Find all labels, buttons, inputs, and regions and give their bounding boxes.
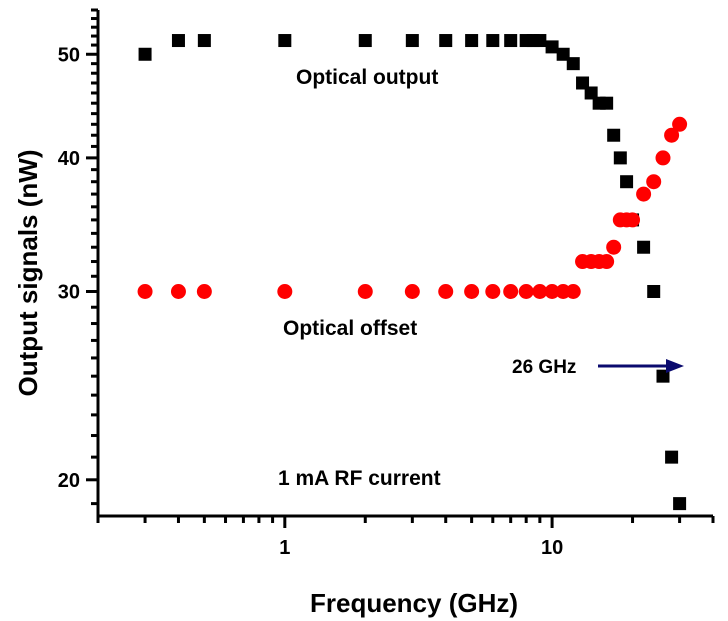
y-tick-label: 40 — [58, 148, 80, 170]
y-axis-label: Output signals (nW) — [13, 150, 43, 397]
data-point-circle — [357, 283, 373, 299]
data-point-square — [556, 47, 570, 61]
data-point-circle — [137, 283, 153, 299]
annotation-rf-current: 1 mA RF current — [278, 467, 441, 490]
data-point-square — [533, 34, 547, 48]
data-point-square — [656, 369, 670, 383]
data-point-circle — [277, 283, 293, 299]
data-point-square — [566, 57, 580, 71]
x-tick-label: 1 — [279, 537, 290, 559]
data-point-circle — [599, 254, 615, 270]
data-point-square — [405, 34, 419, 48]
data-point-square — [197, 34, 211, 48]
data-point-circle — [518, 283, 534, 299]
data-point-circle — [625, 212, 641, 228]
data-point-square — [613, 151, 627, 165]
data-point-square — [439, 34, 453, 48]
annotation-optical-output: Optical output — [296, 66, 438, 89]
data-point-circle — [485, 283, 501, 299]
data-point-circle — [672, 116, 688, 132]
data-point-square — [607, 128, 621, 142]
annotation-cutoff-frequency: 26 GHz — [512, 357, 576, 378]
data-point-square — [278, 34, 292, 48]
data-point-square — [545, 40, 559, 54]
y-tick-label: 50 — [58, 44, 80, 66]
y-tick-label: 30 — [58, 281, 80, 303]
cutoff-arrow — [598, 359, 684, 373]
data-point-circle — [636, 186, 652, 202]
data-point-circle — [404, 283, 420, 299]
data-point-circle — [664, 127, 680, 143]
data-point-square — [576, 76, 590, 90]
y-tick-label: 20 — [58, 470, 80, 492]
data-point-circle — [646, 174, 662, 190]
data-point-circle — [606, 239, 622, 255]
data-point-square — [665, 450, 679, 464]
axes: 1 10 20 30 40 50 — [58, 8, 715, 559]
data-point-circle — [503, 283, 519, 299]
data-point-circle — [532, 283, 548, 299]
data-point-circle — [196, 283, 212, 299]
data-point-square — [637, 240, 651, 254]
data-point-square — [486, 34, 500, 48]
series-circle — [137, 116, 688, 299]
data-marks — [137, 34, 688, 511]
data-point-square — [138, 47, 152, 61]
data-point-circle — [544, 283, 560, 299]
data-point-square — [673, 497, 687, 511]
data-point-square — [647, 284, 661, 298]
data-point-square — [584, 86, 598, 100]
annotation-optical-offset: Optical offset — [283, 317, 417, 340]
data-point-circle — [565, 283, 581, 299]
data-point-square — [620, 175, 634, 189]
cutoff-arrow-head — [666, 359, 684, 373]
data-point-circle — [464, 283, 480, 299]
data-point-square — [465, 34, 479, 48]
data-point-square — [504, 34, 518, 48]
data-point-square — [358, 34, 372, 48]
data-point-square — [171, 34, 185, 48]
data-point-circle — [438, 283, 454, 299]
data-point-circle — [655, 150, 671, 166]
x-axis-label: Frequency (GHz) — [310, 588, 518, 618]
x-tick-label: 10 — [541, 537, 563, 559]
data-point-circle — [170, 283, 186, 299]
series-square — [138, 34, 687, 511]
data-point-square — [600, 96, 614, 110]
